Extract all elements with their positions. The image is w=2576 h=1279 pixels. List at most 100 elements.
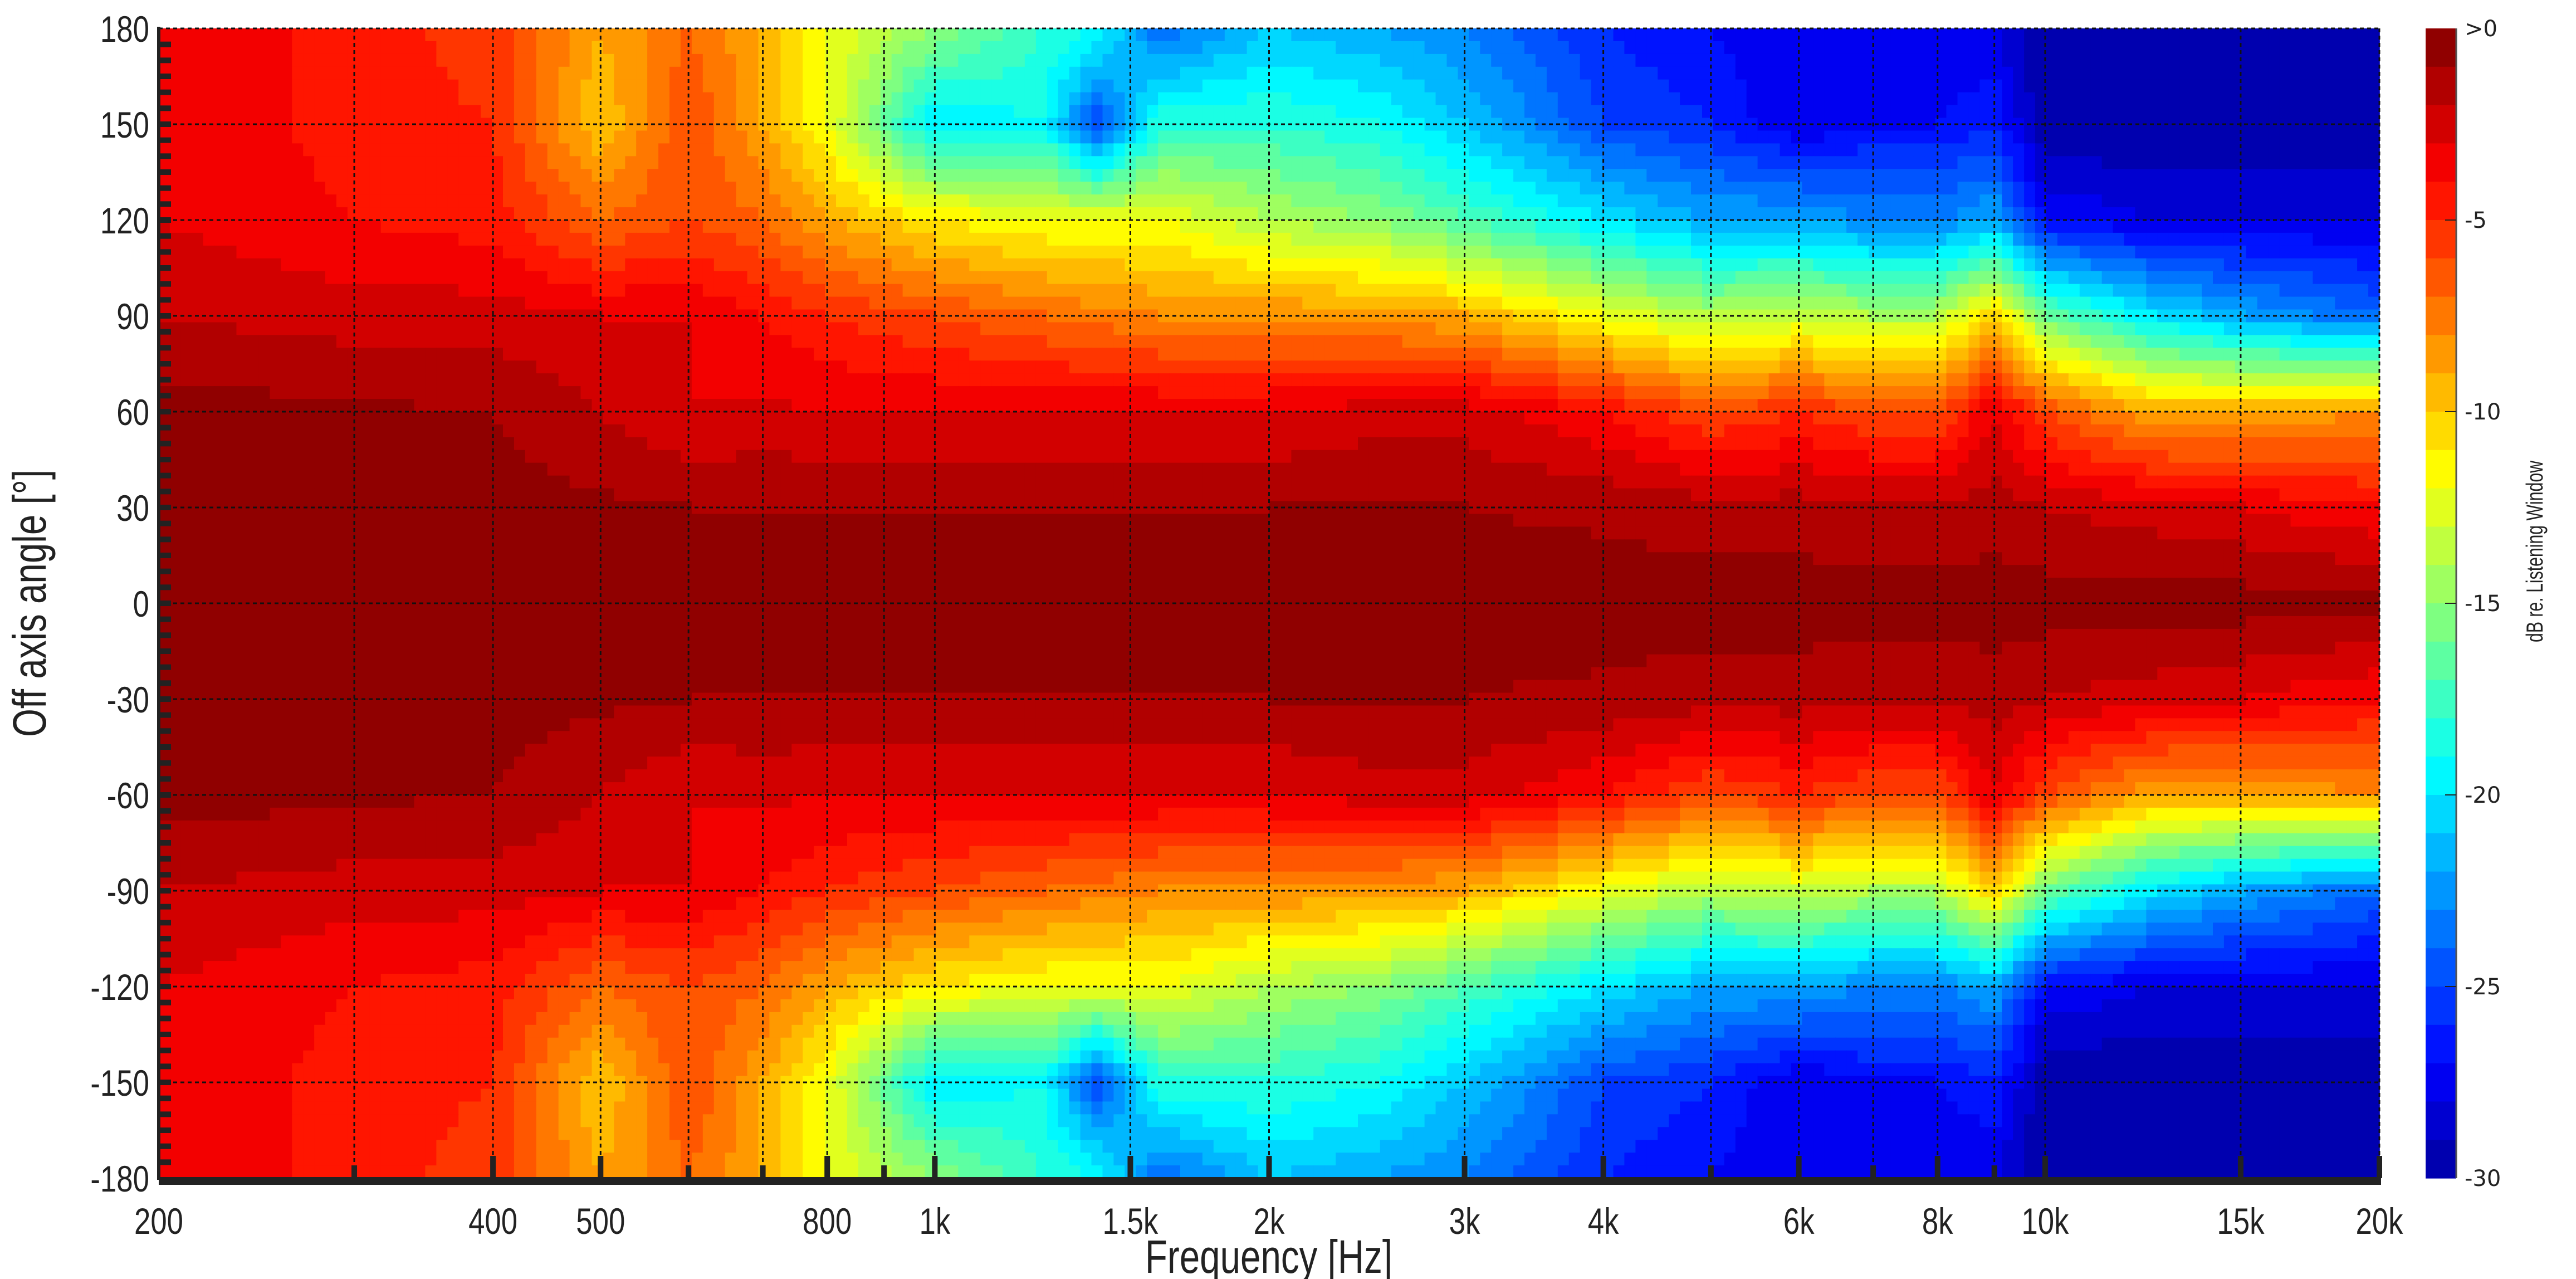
heatmap-cell (2079, 169, 2091, 182)
heatmap-cell (1169, 220, 1181, 233)
heatmap-cell (1946, 66, 1958, 80)
heatmap-cell (2335, 66, 2347, 80)
heatmap-cell (691, 194, 703, 208)
heatmap-cell (1946, 79, 1958, 93)
heatmap-cell (547, 284, 559, 297)
heatmap-cell (1480, 258, 1492, 272)
heatmap-cell (2346, 130, 2358, 144)
heatmap-cell (425, 220, 437, 233)
heatmap-cell (858, 41, 870, 55)
heatmap-cell (1080, 194, 1092, 208)
heatmap-cell (1890, 194, 1903, 208)
heatmap-cell (1480, 53, 1492, 67)
heatmap-cell (270, 28, 282, 42)
heatmap-cell (947, 322, 959, 336)
heatmap-cell (614, 156, 625, 169)
heatmap-cell (1480, 41, 1492, 55)
heatmap-cell (1491, 271, 1503, 285)
heatmap-cell (702, 28, 715, 42)
heatmap-cell (1635, 169, 1648, 182)
heatmap-cell (2168, 335, 2180, 349)
heatmap-cell (1813, 79, 1825, 93)
heatmap-cell (525, 143, 537, 157)
heatmap-cell (314, 194, 326, 208)
heatmap-cell (1613, 53, 1625, 67)
heatmap-cell (2313, 169, 2325, 182)
heatmap-cell (2202, 245, 2213, 259)
heatmap-cell (1869, 130, 1880, 144)
heatmap-cell (303, 105, 315, 119)
heatmap-cell (536, 118, 548, 131)
heatmap-cell (2301, 271, 2314, 285)
heatmap-cell (225, 143, 237, 157)
heatmap-cell (680, 130, 692, 144)
heatmap-cell (791, 258, 803, 272)
heatmap-cell (2135, 284, 2147, 297)
heatmap-cell (458, 284, 470, 297)
heatmap-cell (203, 182, 215, 195)
heatmap-cell (258, 207, 271, 221)
heatmap-cell (1502, 156, 1514, 169)
heatmap-cell (1802, 335, 1814, 349)
heatmap-cell (514, 66, 526, 80)
heatmap-cell (947, 143, 959, 157)
heatmap-cell (614, 182, 625, 195)
heatmap-cell (1580, 258, 1592, 272)
heatmap-cell (902, 322, 915, 336)
heatmap-cell (780, 79, 793, 93)
heatmap-cell (814, 245, 825, 259)
heatmap-cell (192, 182, 204, 195)
heatmap-cell (1247, 53, 1259, 67)
heatmap-cell (1557, 207, 1570, 221)
heatmap-cell (1802, 28, 1814, 42)
heatmap-cell (2346, 66, 2358, 80)
heatmap-cell (1846, 220, 1858, 233)
heatmap-cell (1991, 284, 2002, 297)
heatmap-cell (1713, 66, 1725, 80)
heatmap-cell (1413, 296, 1425, 310)
heatmap-cell (1035, 335, 1048, 349)
heatmap-cell (1890, 207, 1903, 221)
heatmap-cell (836, 271, 848, 285)
heatmap-cell (869, 232, 881, 246)
heatmap-cell (2290, 335, 2303, 349)
heatmap-cell (203, 207, 215, 221)
heatmap-cell (1213, 220, 1225, 233)
heatmap-cell (2113, 194, 2125, 208)
heatmap-cell (281, 322, 292, 336)
heatmap-cell (2013, 271, 2025, 285)
heatmap-cell (1624, 79, 1636, 93)
heatmap-cell (236, 322, 248, 336)
heatmap-cell (436, 220, 448, 233)
heatmap-cell (847, 271, 859, 285)
heatmap-cell (758, 296, 770, 310)
heatmap-cell (258, 296, 271, 310)
heatmap-cell (713, 28, 726, 42)
heatmap-cell (1680, 220, 1692, 233)
heatmap-cell (2068, 66, 2080, 80)
heatmap-cell (636, 284, 648, 297)
heatmap-cell (1047, 207, 1059, 221)
heatmap-cell (1480, 182, 1492, 195)
heatmap-cell (1591, 41, 1603, 55)
heatmap-cell (425, 182, 437, 195)
heatmap-cell (925, 92, 937, 106)
heatmap-cell (1091, 194, 1103, 208)
heatmap-cell (514, 53, 526, 67)
heatmap-cell (2057, 105, 2069, 119)
heatmap-cell (2101, 169, 2114, 182)
heatmap-cell (1791, 271, 1803, 285)
heatmap-cell (303, 28, 315, 42)
heatmap-cell (647, 296, 659, 310)
heatmap-cell (1890, 66, 1903, 80)
heatmap-cell (647, 182, 659, 195)
heatmap-cell (1147, 271, 1159, 285)
heatmap-cell (2002, 53, 2013, 67)
heatmap-cell (1624, 105, 1636, 119)
heatmap-cell (1780, 258, 1792, 272)
heatmap-cell (1391, 182, 1403, 195)
heatmap-cell (2013, 335, 2025, 349)
heatmap-cell (1702, 105, 1714, 119)
heatmap-cell (1968, 335, 1981, 349)
heatmap-cell (969, 66, 981, 80)
